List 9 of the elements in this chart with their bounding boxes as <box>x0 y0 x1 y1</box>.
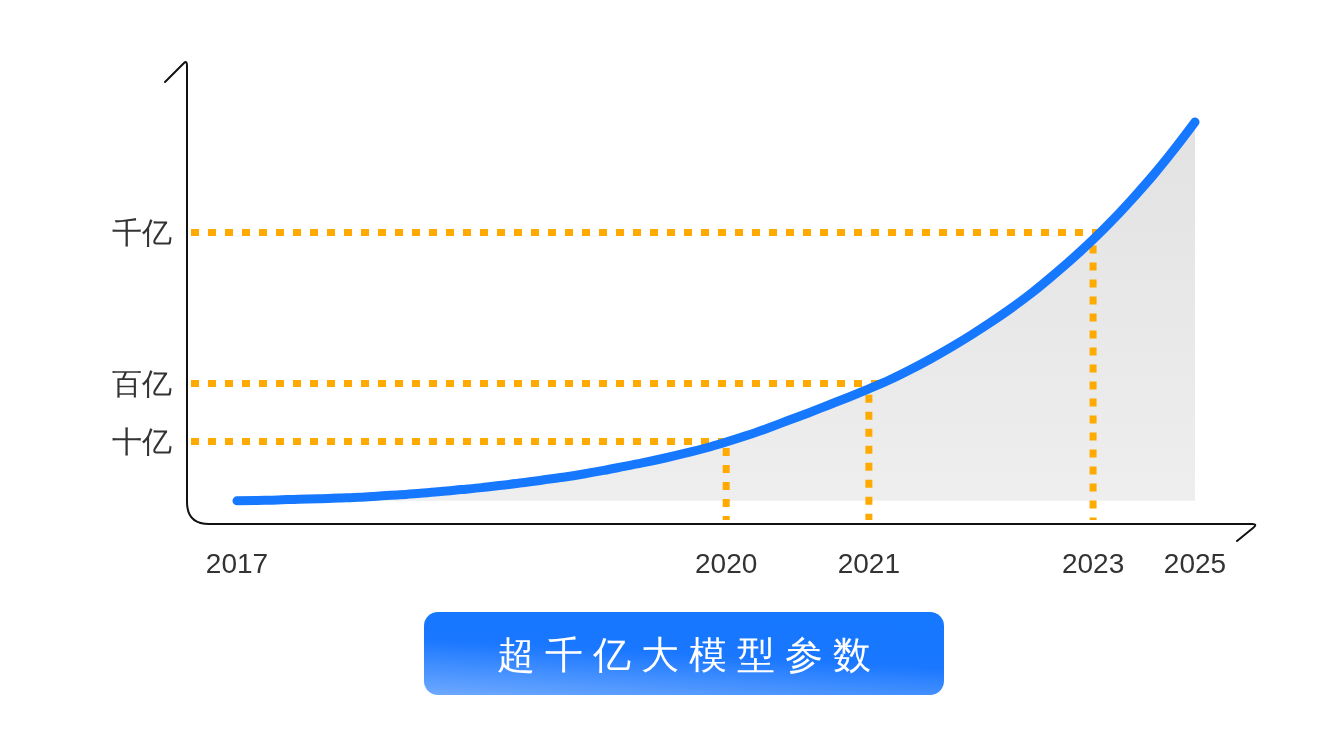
text: 超千亿大模型参数 <box>497 634 881 676</box>
ref-line-label: 百亿 <box>112 367 172 401</box>
x-tick-label: 2023 <box>1061 548 1125 579</box>
ref-line-label: 十亿 <box>112 425 172 459</box>
x-tick-label: 2025 <box>1163 548 1227 579</box>
x-tick-label: 2020 <box>695 548 758 579</box>
x-tick-label: 2021 <box>837 548 901 579</box>
x-tick-label: 2017 <box>205 548 269 579</box>
ref-line-label: 千亿 <box>112 215 172 249</box>
